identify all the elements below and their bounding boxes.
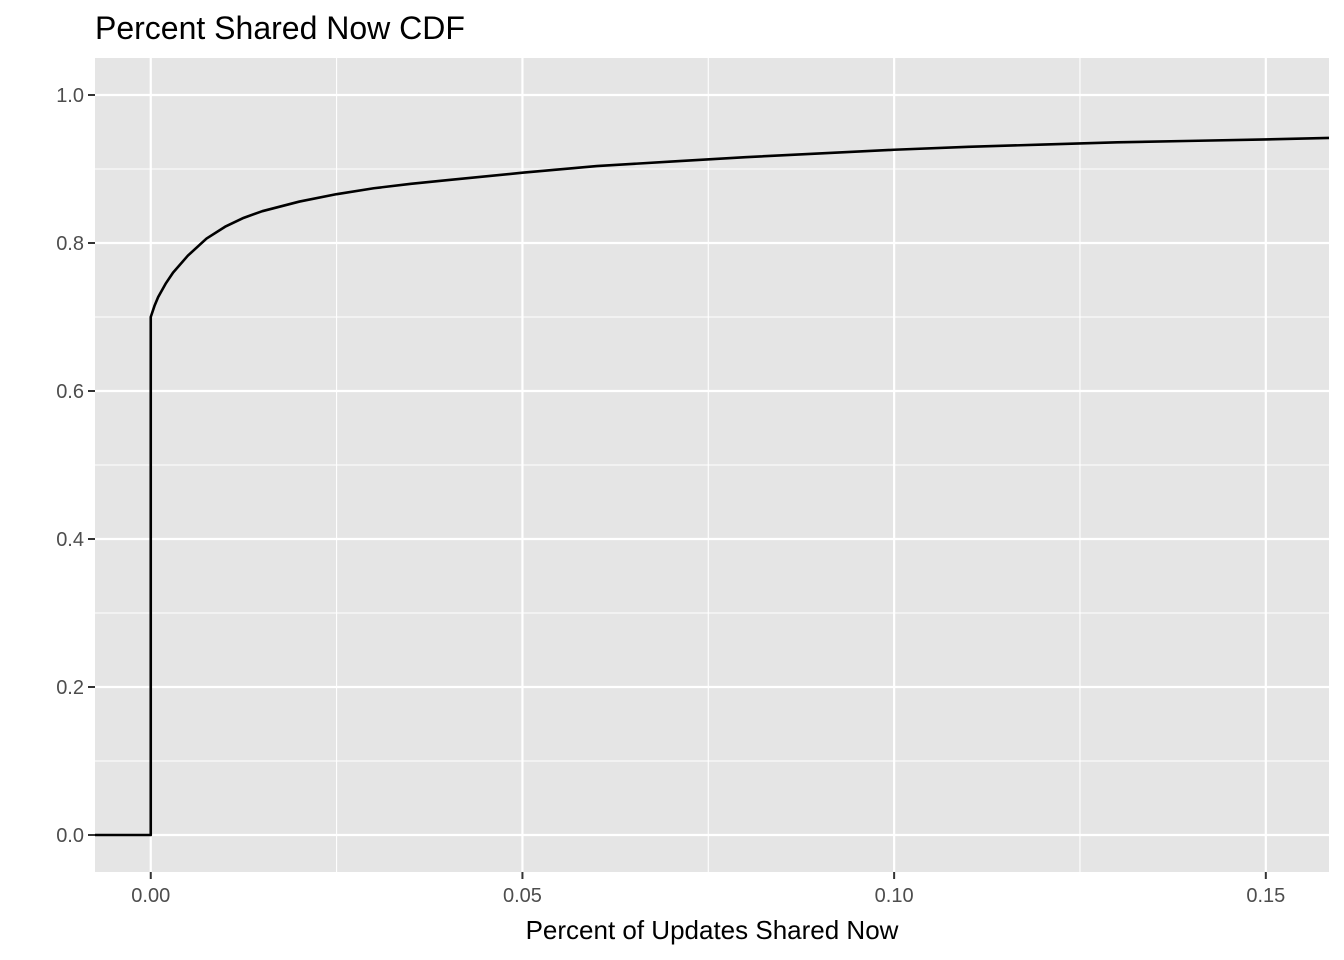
y-tick-label: 0.0 <box>56 825 84 847</box>
x-axis-title: Percent of Updates Shared Now <box>526 915 899 945</box>
y-tick-label: 0.6 <box>56 381 84 403</box>
x-tick-label: 0.00 <box>131 885 170 907</box>
x-tick-label: 0.05 <box>503 885 542 907</box>
x-tick-label: 0.15 <box>1246 885 1285 907</box>
chart-title: Percent Shared Now CDF <box>95 10 465 46</box>
y-axis: 0.0 0.2 0.4 0.6 0.8 1.0 <box>56 85 95 847</box>
y-tick-label: 0.4 <box>56 529 84 551</box>
x-tick-label: 0.10 <box>875 885 914 907</box>
y-tick-label: 1.0 <box>56 85 84 107</box>
x-axis: 0.00 0.05 0.10 0.15 <box>131 872 1285 907</box>
cdf-line <box>95 136 1330 837</box>
y-tick-label: 0.8 <box>56 233 84 255</box>
major-gridlines <box>95 58 1329 872</box>
y-tick-label: 0.2 <box>56 677 84 699</box>
minor-gridlines <box>95 58 1329 872</box>
